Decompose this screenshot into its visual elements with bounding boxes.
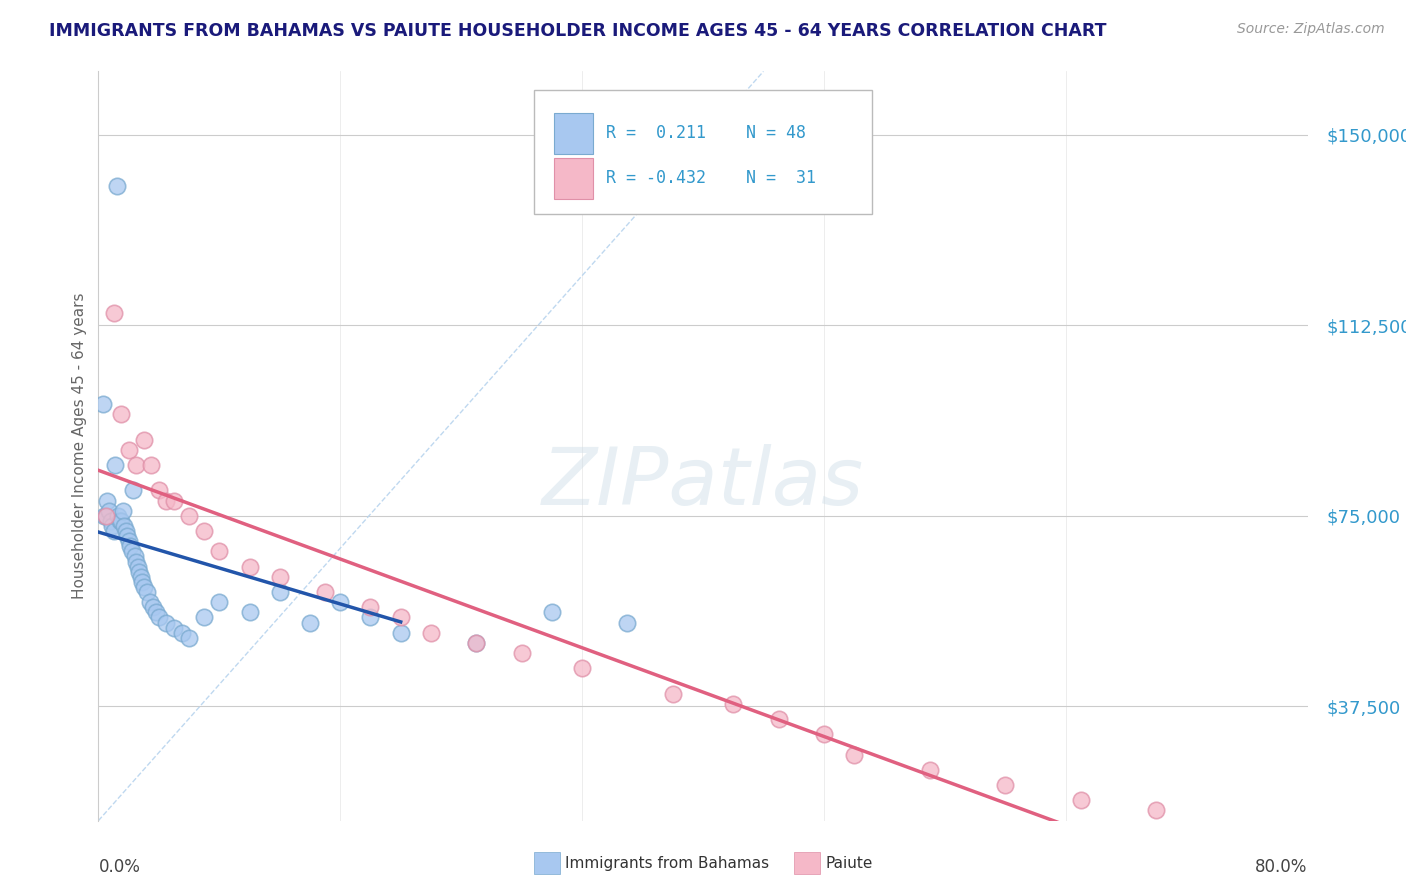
Point	[96, 493, 118, 508]
Point	[768, 712, 790, 726]
Point	[208, 544, 231, 558]
Point	[314, 585, 336, 599]
Point	[112, 519, 135, 533]
Point	[98, 504, 121, 518]
Point	[269, 570, 291, 584]
Point	[155, 493, 177, 508]
Point	[121, 544, 143, 558]
Point	[128, 565, 150, 579]
Point	[127, 559, 149, 574]
Text: IMMIGRANTS FROM BAHAMAS VS PAIUTE HOUSEHOLDER INCOME AGES 45 - 64 YEARS CORRELAT: IMMIGRANTS FROM BAHAMAS VS PAIUTE HOUSEH…	[49, 22, 1107, 40]
Point	[111, 504, 134, 518]
Point	[360, 600, 382, 615]
Point	[239, 606, 262, 620]
Text: R =  0.211    N = 48: R = 0.211 N = 48	[606, 124, 806, 142]
Point	[103, 524, 125, 538]
Point	[208, 595, 231, 609]
Point	[104, 458, 127, 472]
Point	[360, 610, 382, 624]
Point	[110, 514, 132, 528]
Y-axis label: Householder Income Ages 45 - 64 years: Householder Income Ages 45 - 64 years	[72, 293, 87, 599]
Point	[122, 483, 145, 498]
Point	[94, 508, 117, 523]
Point	[114, 524, 136, 538]
Point	[135, 585, 157, 599]
Point	[994, 778, 1017, 792]
Point	[103, 306, 125, 320]
Point	[107, 508, 129, 523]
Point	[125, 555, 148, 569]
Point	[723, 697, 745, 711]
Point	[389, 610, 412, 624]
Text: 0.0%: 0.0%	[98, 858, 141, 876]
Point	[91, 397, 114, 411]
Point	[420, 625, 443, 640]
Point	[170, 625, 193, 640]
FancyBboxPatch shape	[554, 158, 593, 199]
Text: Paiute: Paiute	[825, 856, 873, 871]
Point	[118, 442, 141, 457]
Point	[145, 606, 167, 620]
Point	[661, 687, 683, 701]
Point	[131, 574, 153, 589]
FancyBboxPatch shape	[554, 112, 593, 153]
Point	[389, 625, 412, 640]
Point	[193, 524, 215, 538]
Point	[94, 508, 117, 523]
Point	[120, 539, 142, 553]
Point	[155, 615, 177, 630]
Point	[139, 595, 162, 609]
FancyBboxPatch shape	[534, 90, 872, 214]
Point	[163, 621, 186, 635]
Point	[93, 508, 115, 523]
Point	[129, 570, 152, 584]
Point	[100, 514, 122, 528]
Point	[844, 747, 866, 762]
Point	[148, 483, 170, 498]
Text: Immigrants from Bahamas: Immigrants from Bahamas	[565, 856, 769, 871]
Point	[510, 646, 533, 660]
Point	[124, 549, 146, 564]
Point	[118, 534, 141, 549]
Point	[465, 636, 488, 650]
Point	[813, 727, 835, 741]
Point	[108, 514, 131, 528]
Point	[163, 493, 186, 508]
Point	[269, 585, 291, 599]
Text: Source: ZipAtlas.com: Source: ZipAtlas.com	[1237, 22, 1385, 37]
Point	[115, 529, 138, 543]
Point	[329, 595, 352, 609]
Text: R = -0.432    N =  31: R = -0.432 N = 31	[606, 169, 817, 187]
Point	[101, 519, 124, 533]
Point	[179, 508, 201, 523]
Point	[239, 559, 262, 574]
Point	[571, 661, 593, 675]
Point	[142, 600, 165, 615]
Point	[105, 178, 128, 193]
Point	[125, 458, 148, 472]
Point	[141, 458, 163, 472]
Point	[110, 407, 132, 421]
Point	[1146, 804, 1168, 818]
Point	[132, 433, 155, 447]
Text: ZIPatlas: ZIPatlas	[541, 444, 865, 523]
Point	[179, 631, 201, 645]
Point	[299, 615, 322, 630]
Text: 80.0%: 80.0%	[1256, 858, 1308, 876]
Point	[540, 606, 562, 620]
Point	[465, 636, 488, 650]
Point	[616, 615, 638, 630]
Point	[132, 580, 155, 594]
Point	[918, 763, 941, 777]
Point	[193, 610, 215, 624]
Point	[148, 610, 170, 624]
Point	[1070, 793, 1092, 807]
